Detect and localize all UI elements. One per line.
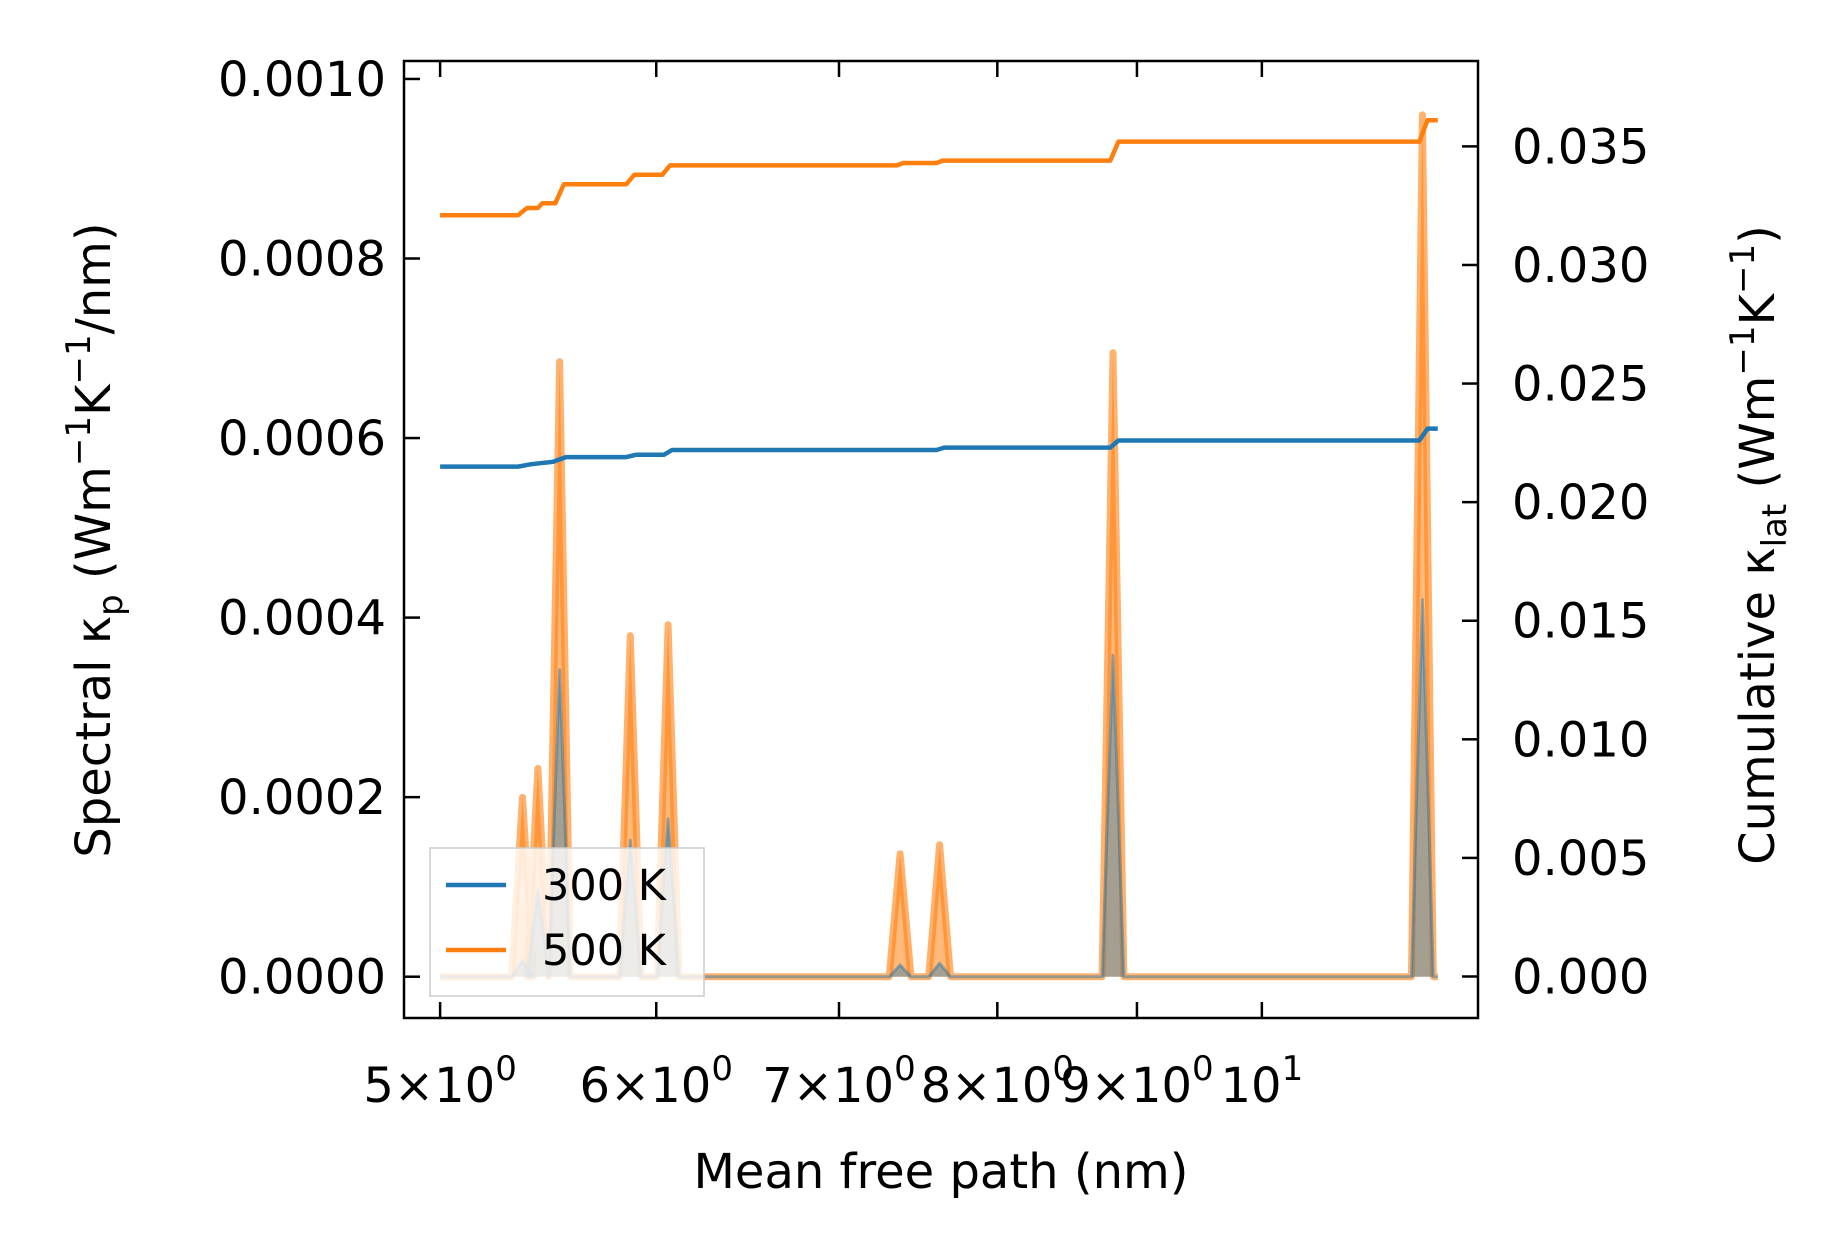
- x-axis-tick-label: 9×100: [1060, 1049, 1213, 1114]
- plot-frame: [402, 59, 1480, 1020]
- legend-label-300k: 300 K: [542, 861, 668, 911]
- right-axis-tick-label: 0.020: [1512, 475, 1649, 531]
- x-axis-title: Mean free path (nm): [694, 1144, 1189, 1200]
- right-axis-tick-label: 0.005: [1512, 831, 1649, 887]
- left-axis-tick-label: 0.0008: [218, 232, 386, 288]
- x-axis-tick-label: 101: [1220, 1049, 1303, 1114]
- right-axis-tick-label: 0.025: [1512, 357, 1649, 413]
- right-axis-tick-label: 0.000: [1512, 949, 1649, 1005]
- right-axis-tick-label: 0.035: [1512, 119, 1649, 175]
- x-axis-tick-label: 6×100: [580, 1049, 733, 1114]
- left-axis-tick-label: 0.0006: [218, 411, 386, 467]
- axis-ticks: 0.0000 0.0002 0.0004 0.0006 0.0008 0.0010 0.00…: [218, 52, 1649, 1114]
- left-axis-tick-label: 0.0002: [218, 770, 386, 826]
- left-axis-title: Spectral κp (Wm−1K−1/nm): [59, 222, 131, 857]
- legend-label-500k: 500 K: [542, 926, 668, 976]
- left-axis-tick-label: 0.0004: [218, 591, 386, 647]
- cumulative-line-500k: [440, 118, 1438, 218]
- cumulative-series-layer: [440, 118, 1438, 469]
- x-axis-tick-label: 7×100: [762, 1049, 915, 1114]
- right-axis-tick-label: 0.030: [1512, 238, 1649, 294]
- left-axis-tick-label: 0.0010: [218, 52, 386, 108]
- legend: 300 K 500 K: [429, 847, 705, 997]
- spectral-line-500k: [440, 111, 1438, 981]
- right-axis-title: Cumulative κlat (Wm−1K−1): [1723, 225, 1795, 865]
- left-axis-tick-label: 0.0000: [218, 950, 386, 1006]
- x-axis-tick-label: 5×100: [363, 1049, 516, 1114]
- x-axis-tick-label: 8×100: [921, 1049, 1074, 1114]
- legend-box: [429, 847, 705, 997]
- right-axis-tick-label: 0.010: [1512, 712, 1649, 768]
- cumulative-line-300k: [440, 426, 1438, 469]
- right-axis-tick-label: 0.015: [1512, 594, 1649, 650]
